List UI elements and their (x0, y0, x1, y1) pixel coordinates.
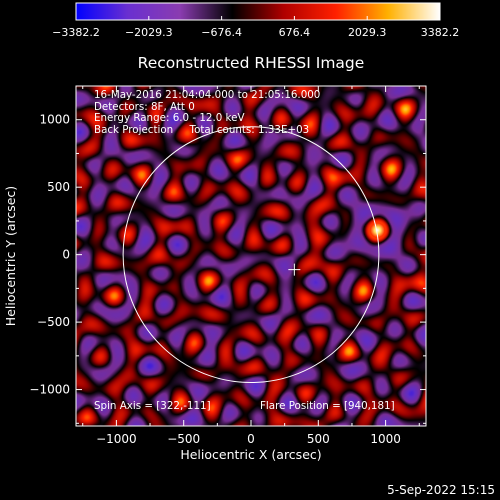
colorbar-tick-label: 3382.2 (421, 26, 460, 39)
x-tick-label: −500 (167, 432, 200, 446)
colorbar-tick-label: 2029.3 (348, 26, 387, 39)
colorbar-tick-label: −2029.3 (125, 26, 173, 39)
colorbar-tick-label: −676.4 (201, 26, 242, 39)
x-tick-label: 0 (247, 432, 255, 446)
flare-position-label: Flare Position = [940,181] (260, 400, 395, 412)
x-tick-label: 500 (307, 432, 330, 446)
x-tick-labels: −1000 −500 0 500 1000 (96, 432, 401, 446)
colorbar (75, 2, 441, 21)
x-axis-label: Heliocentric X (arcsec) (180, 447, 321, 462)
x-tick-label: −1000 (96, 432, 137, 446)
y-tick-labels: −1000 −500 0 500 1000 (29, 113, 70, 397)
spin-axis-marker (288, 263, 301, 276)
footer-timestamp: 5-Sep-2022 15:15 (387, 483, 495, 497)
info-line-detectors: Detectors: 8F, Att 0 (94, 101, 195, 113)
y-tick-label: 1000 (39, 113, 70, 127)
colorbar-ticks: −3382.2 −2029.3 −676.4 676.4 2029.3 3382.2 (52, 16, 459, 39)
info-line-method: Back Projection Total counts: 1.33E+03 (94, 124, 309, 136)
heatmap-image (76, 86, 426, 426)
y-tick-label: 500 (47, 180, 70, 194)
y-tick-label: 0 (62, 248, 70, 262)
y-tick-label: −500 (37, 315, 70, 329)
y-tick-label: −1000 (29, 383, 70, 397)
y-axis-label: Heliocentric Y (arcsec) (3, 186, 18, 326)
solar-limb-circle (122, 126, 380, 384)
info-line-energy: Energy Range: 6.0 - 12.0 keV (94, 112, 245, 124)
flare-source (365, 218, 390, 243)
colorbar-tick-label: −3382.2 (52, 26, 100, 39)
info-line-time: 16-May-2016 21:04:04.000 to 21:05:16.000 (94, 89, 320, 101)
x-tick-label: 1000 (370, 432, 401, 446)
spin-axis-label: Spin Axis = [322,-111] (94, 400, 211, 412)
chart-title: Reconstructed RHESSI Image (138, 54, 365, 72)
axis-ticks (76, 85, 426, 426)
colorbar-tick-label: 676.4 (279, 26, 311, 39)
